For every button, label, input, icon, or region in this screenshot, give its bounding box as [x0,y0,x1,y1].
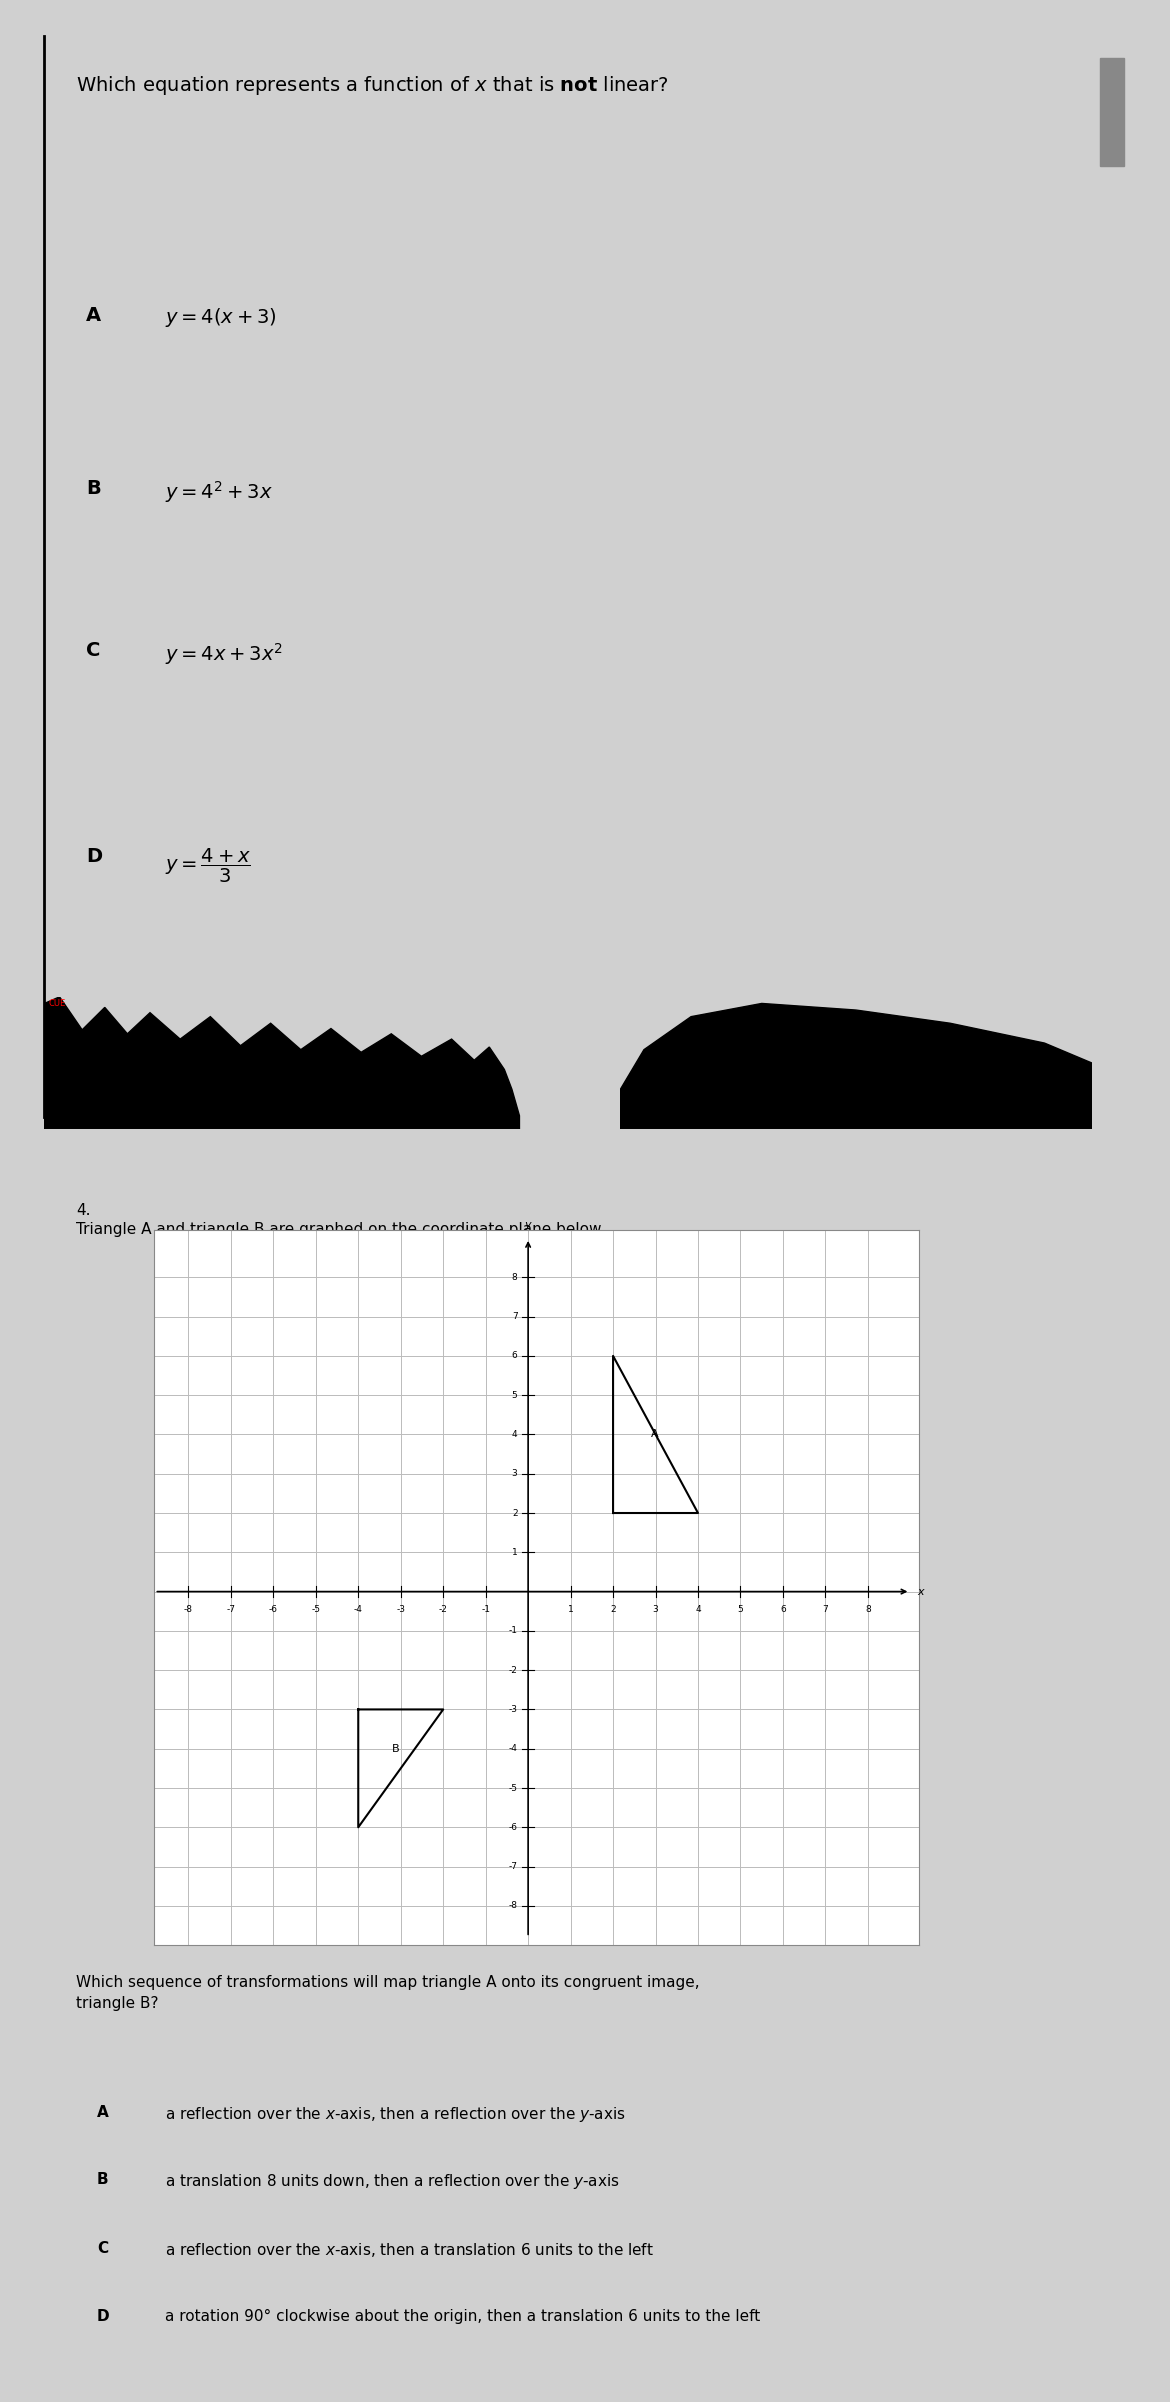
Text: B: B [87,480,101,497]
Text: 3: 3 [1045,1071,1055,1091]
Text: 4: 4 [512,1429,517,1439]
Text: 7: 7 [511,1311,517,1321]
Text: 3: 3 [511,1470,517,1477]
Text: 7: 7 [823,1605,828,1614]
Text: $y = 4^2 + 3x$: $y = 4^2 + 3x$ [165,480,273,504]
Text: -3: -3 [509,1705,517,1715]
Text: CUE: CUE [48,999,66,1009]
Text: -2: -2 [439,1605,448,1614]
Polygon shape [44,997,519,1129]
Text: A: A [87,307,102,324]
Text: a rotation 90° clockwise about the origin, then a translation 6 units to the lef: a rotation 90° clockwise about the origi… [165,2308,760,2325]
Text: Which equation represents a function of $x$ that is $\mathbf{not}$ linear?: Which equation represents a function of … [76,74,668,96]
Text: 5: 5 [511,1391,517,1400]
Text: -3: -3 [397,1605,405,1614]
Text: $y$: $y$ [524,1220,532,1232]
Text: D: D [87,846,103,865]
Text: -1: -1 [481,1605,490,1614]
Text: 8: 8 [865,1605,870,1614]
Text: C: C [87,641,101,661]
Text: -1: -1 [509,1626,517,1636]
Text: 3: 3 [653,1605,659,1614]
Text: A: A [652,1429,659,1439]
Text: A: A [97,2104,109,2119]
Text: -5: -5 [509,1785,517,1792]
Text: -4: -4 [353,1605,363,1614]
Text: 6: 6 [780,1605,786,1614]
Text: -8: -8 [184,1605,193,1614]
Text: a translation 8 units down, then a reflection over the $y$-axis: a translation 8 units down, then a refle… [165,2171,620,2191]
Text: B: B [97,2171,109,2188]
Text: $y = 4x + 3x^2$: $y = 4x + 3x^2$ [165,641,283,668]
Text: D: D [97,2308,110,2325]
Text: 1: 1 [511,1547,517,1556]
Text: -6: -6 [269,1605,277,1614]
Text: B: B [392,1744,400,1753]
Text: $x$: $x$ [917,1588,925,1597]
Text: -5: -5 [311,1605,321,1614]
Text: 6: 6 [511,1352,517,1360]
Text: 1: 1 [567,1605,573,1614]
Text: 5: 5 [737,1605,743,1614]
Text: Which sequence of transformations will map triangle A onto its congruent image,
: Which sequence of transformations will m… [76,1974,700,2010]
Text: -7: -7 [509,1862,517,1871]
Text: C: C [97,2241,108,2255]
Text: $y = 4(x + 3)$: $y = 4(x + 3)$ [165,307,277,329]
Text: -8: -8 [509,1902,517,1910]
Bar [1100,58,1123,166]
Text: $y = \dfrac{4 + x}{3}$: $y = \dfrac{4 + x}{3}$ [165,846,250,884]
Text: -6: -6 [509,1823,517,1833]
Text: a reflection over the $x$-axis, then a reflection over the $y$-axis: a reflection over the $x$-axis, then a r… [165,2104,626,2123]
Text: 8: 8 [511,1273,517,1283]
Text: -7: -7 [226,1605,235,1614]
Text: a reflection over the $x$-axis, then a translation 6 units to the left: a reflection over the $x$-axis, then a t… [165,2241,654,2258]
Text: -4: -4 [509,1744,517,1753]
Text: -2: -2 [509,1665,517,1674]
Text: 2: 2 [512,1508,517,1518]
Text: 2: 2 [611,1605,615,1614]
Text: Triangle A and triangle B are graphed on the coordinate plane below.: Triangle A and triangle B are graphed on… [76,1223,605,1237]
Text: 4: 4 [695,1605,701,1614]
Polygon shape [620,1004,1092,1129]
Text: 4.: 4. [76,1203,90,1218]
